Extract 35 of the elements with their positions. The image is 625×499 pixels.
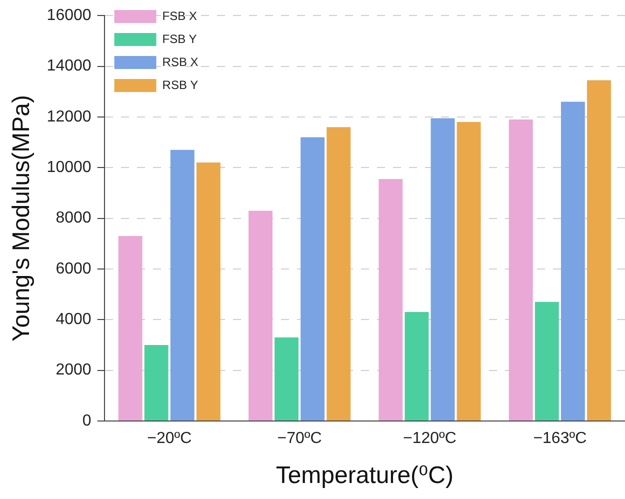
bar (378, 179, 403, 420)
bar (534, 302, 559, 420)
x-tick-label: −70ºC (277, 430, 322, 448)
y-axis-title: Young's Modulus(MPa) (8, 95, 36, 342)
y-tick-label: 14000 (46, 58, 92, 75)
x-tick-label: −20ºC (147, 430, 192, 448)
y-tick-label: 2000 (56, 362, 92, 379)
y-tick-label: 6000 (56, 260, 92, 278)
y-tick-label: 4000 (56, 311, 92, 328)
bar (118, 236, 142, 420)
legend-label: RSB Y (162, 78, 198, 92)
bar (144, 344, 168, 420)
y-tick-label: 10000 (46, 159, 92, 176)
bar (274, 337, 299, 420)
y-tick-label: 0 (82, 412, 92, 430)
bar (326, 127, 351, 420)
bar (586, 80, 611, 420)
bar (196, 162, 220, 420)
bar (248, 210, 272, 420)
bar (508, 119, 533, 420)
x-axis-title: Temperature(⁰C) (276, 462, 454, 490)
bar (456, 122, 481, 420)
legend-label: FSB Y (162, 32, 197, 46)
y-tick-label: 8000 (56, 210, 92, 227)
x-tick-label: −163ºC (533, 430, 587, 448)
y-tick-label: 12000 (46, 108, 92, 126)
bar (170, 150, 194, 420)
legend-label: RSB X (162, 54, 198, 69)
bar (560, 102, 585, 420)
bar (430, 118, 455, 420)
x-tick-label: −120ºC (403, 430, 456, 448)
bar (404, 312, 429, 420)
bar (300, 137, 325, 420)
legend-label: FSB X (162, 8, 197, 23)
y-tick-label: 16000 (46, 7, 92, 24)
